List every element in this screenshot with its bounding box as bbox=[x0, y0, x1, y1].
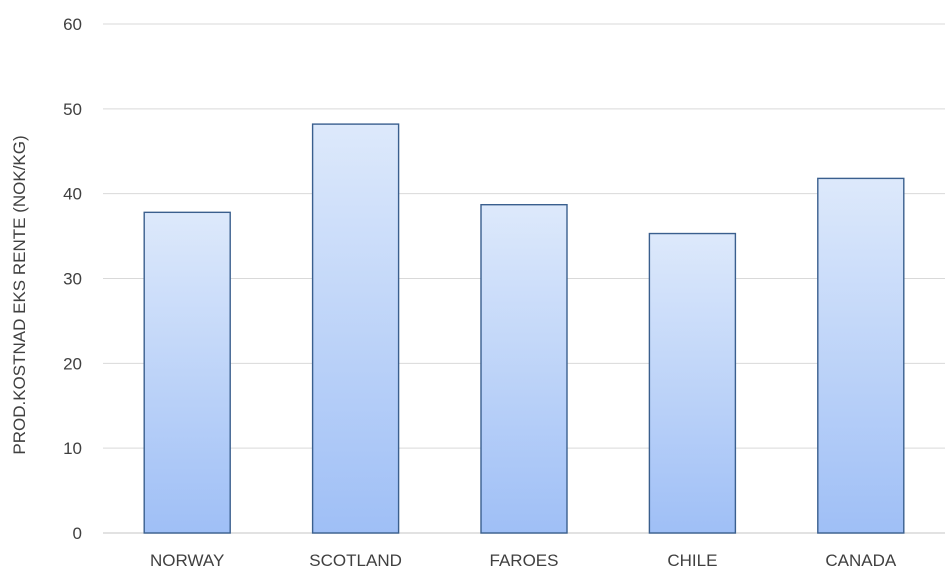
bar-canada bbox=[817, 177, 905, 534]
gridlines bbox=[103, 23, 945, 534]
y-tick-label: 10 bbox=[63, 439, 82, 458]
bars bbox=[143, 123, 905, 534]
x-axis-labels: NORWAY SCOTLAND FAROES CHILE CANADA bbox=[150, 551, 897, 570]
y-axis-title: PROD.KOSTNAD EKS RENTE (NOK/KG) bbox=[10, 135, 29, 454]
x-category-label: SCOTLAND bbox=[309, 551, 402, 570]
bar-chile bbox=[648, 232, 737, 534]
bar-norway bbox=[143, 211, 231, 534]
y-axis-ticks: 0 10 20 30 40 50 60 bbox=[63, 15, 82, 543]
x-category-label: CHILE bbox=[667, 551, 717, 570]
y-tick-label: 20 bbox=[63, 354, 82, 373]
x-category-label: CANADA bbox=[825, 551, 897, 570]
y-tick-label: 40 bbox=[63, 185, 82, 204]
y-tick-label: 30 bbox=[63, 270, 82, 289]
y-tick-label: 50 bbox=[63, 100, 82, 119]
x-category-label: FAROES bbox=[490, 551, 559, 570]
bar-faroes bbox=[480, 203, 568, 534]
y-tick-label: 60 bbox=[63, 15, 82, 34]
bar-scotland bbox=[311, 123, 400, 534]
y-tick-label: 0 bbox=[73, 524, 82, 543]
x-category-label: NORWAY bbox=[150, 551, 224, 570]
